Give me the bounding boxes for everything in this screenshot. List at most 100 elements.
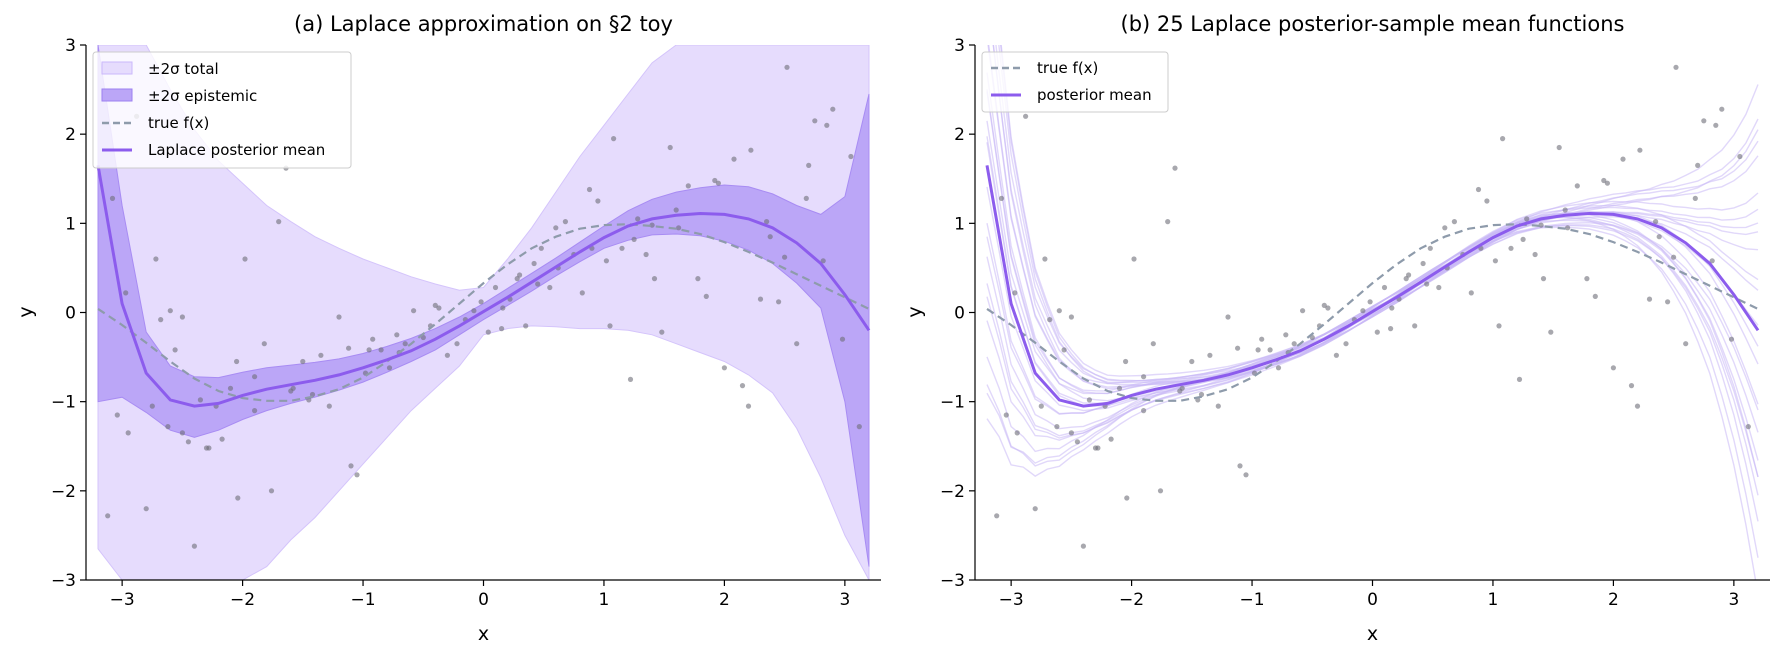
data-point bbox=[553, 225, 559, 231]
true-function-line bbox=[97, 223, 870, 402]
data-point bbox=[1150, 341, 1156, 347]
data-point bbox=[1683, 341, 1689, 347]
legend-label-mean-curve: posterior mean bbox=[1037, 86, 1152, 104]
data-point bbox=[651, 276, 658, 282]
data-point bbox=[1548, 329, 1554, 335]
data-point bbox=[830, 106, 836, 112]
data-point bbox=[411, 308, 417, 314]
data-point bbox=[562, 219, 569, 225]
data-point bbox=[1436, 284, 1442, 291]
data-point bbox=[471, 308, 477, 314]
data-point bbox=[1673, 64, 1679, 70]
data-point bbox=[234, 358, 240, 365]
data-point bbox=[288, 388, 294, 394]
data-point bbox=[695, 276, 701, 282]
panel-b: (b) 25 Laplace posterior-sample mean fun… bbox=[904, 12, 1770, 645]
data-point bbox=[757, 296, 764, 302]
data-point bbox=[1520, 236, 1526, 242]
data-point bbox=[998, 195, 1005, 201]
data-point bbox=[1056, 308, 1062, 314]
data-point bbox=[1068, 430, 1074, 436]
data-point bbox=[1003, 412, 1009, 418]
posterior-mean-curve bbox=[985, 165, 1760, 408]
data-point bbox=[1367, 299, 1373, 305]
data-point bbox=[1267, 347, 1273, 353]
data-point bbox=[143, 506, 149, 512]
data-point bbox=[712, 177, 718, 184]
data-point bbox=[721, 365, 728, 371]
data-point bbox=[158, 317, 164, 323]
data-point bbox=[114, 412, 120, 418]
data-point bbox=[203, 445, 210, 451]
data-point bbox=[346, 345, 352, 351]
data-point bbox=[1728, 336, 1735, 342]
legend-frame bbox=[981, 51, 1169, 113]
data-point bbox=[1092, 445, 1099, 451]
data-point bbox=[1381, 284, 1388, 291]
panel-b-x-tick-label: 0 bbox=[1367, 590, 1378, 610]
data-point bbox=[300, 358, 306, 365]
data-point bbox=[1108, 436, 1114, 442]
panel-a-xlabel: x bbox=[478, 623, 489, 645]
data-point bbox=[764, 219, 770, 225]
data-point bbox=[1116, 385, 1123, 391]
data-point bbox=[619, 245, 625, 251]
panel-a-y-tick-label: 3 bbox=[65, 36, 76, 56]
data-point bbox=[1538, 222, 1544, 228]
data-point bbox=[1540, 276, 1547, 282]
data-point bbox=[715, 180, 722, 186]
data-point bbox=[197, 397, 203, 403]
data-point bbox=[1023, 113, 1029, 119]
data-point bbox=[1225, 314, 1231, 320]
legend-frame bbox=[92, 51, 352, 169]
data-point bbox=[659, 329, 665, 335]
data-point bbox=[1321, 302, 1327, 308]
panel-b-x-tick-label: −3 bbox=[999, 590, 1024, 610]
data-point bbox=[1243, 472, 1249, 478]
data-point bbox=[649, 222, 655, 228]
posterior-sample-line bbox=[986, 72, 1759, 395]
panel-a: (a) Laplace approximation on §2 toy −3 −2… bbox=[15, 12, 881, 645]
observed-points bbox=[994, 64, 1751, 549]
data-point bbox=[1014, 430, 1020, 436]
data-point bbox=[739, 383, 746, 389]
data-point bbox=[1141, 408, 1147, 414]
data-point bbox=[673, 207, 679, 213]
panel-b-ylabel: y bbox=[904, 306, 926, 317]
panel-a-y-tick-label: −2 bbox=[51, 482, 76, 502]
data-point bbox=[1283, 332, 1289, 338]
panel-a-axes: −3 −2 −1 0 1 2 3 −3 −2 −1 0 1 2 3 bbox=[51, 36, 881, 610]
data-point bbox=[1360, 308, 1366, 314]
data-point bbox=[531, 260, 537, 267]
data-point bbox=[1601, 177, 1607, 184]
data-point bbox=[1172, 165, 1178, 171]
data-point bbox=[776, 299, 782, 305]
posterior-mean-line bbox=[96, 165, 871, 408]
panel-a-x-tick-label: −3 bbox=[110, 590, 135, 610]
panel-b-x-tick-label: −1 bbox=[1240, 590, 1265, 610]
true-function-curve bbox=[97, 223, 870, 402]
legend-label-mean-curve: Laplace posterior mean bbox=[148, 141, 325, 159]
panel-b-x-tick-label: 1 bbox=[1488, 590, 1499, 610]
data-point bbox=[348, 463, 354, 469]
data-point bbox=[1141, 374, 1147, 380]
data-point bbox=[179, 314, 185, 320]
panel-a-legend: ±2σ total ±2σ epistemic true f(x) Laplac… bbox=[92, 51, 352, 169]
panel-b-plot-area bbox=[985, 45, 1760, 580]
data-point bbox=[1038, 403, 1044, 409]
panel-b-y-tick-label: −2 bbox=[940, 482, 965, 502]
data-point bbox=[1032, 506, 1038, 512]
panel-b-title: (b) 25 Laplace posterior-sample mean fun… bbox=[1121, 12, 1625, 36]
data-point bbox=[386, 365, 393, 371]
data-point bbox=[219, 436, 225, 442]
data-point bbox=[1389, 305, 1395, 311]
observed-points bbox=[105, 64, 862, 549]
data-point bbox=[1427, 245, 1433, 251]
data-point bbox=[1695, 162, 1701, 168]
data-point bbox=[1634, 403, 1641, 409]
data-point bbox=[611, 136, 617, 142]
data-point bbox=[1189, 358, 1195, 365]
data-point bbox=[436, 305, 442, 311]
panel-a-x-tick-label: 0 bbox=[478, 590, 489, 610]
data-point bbox=[252, 408, 258, 414]
